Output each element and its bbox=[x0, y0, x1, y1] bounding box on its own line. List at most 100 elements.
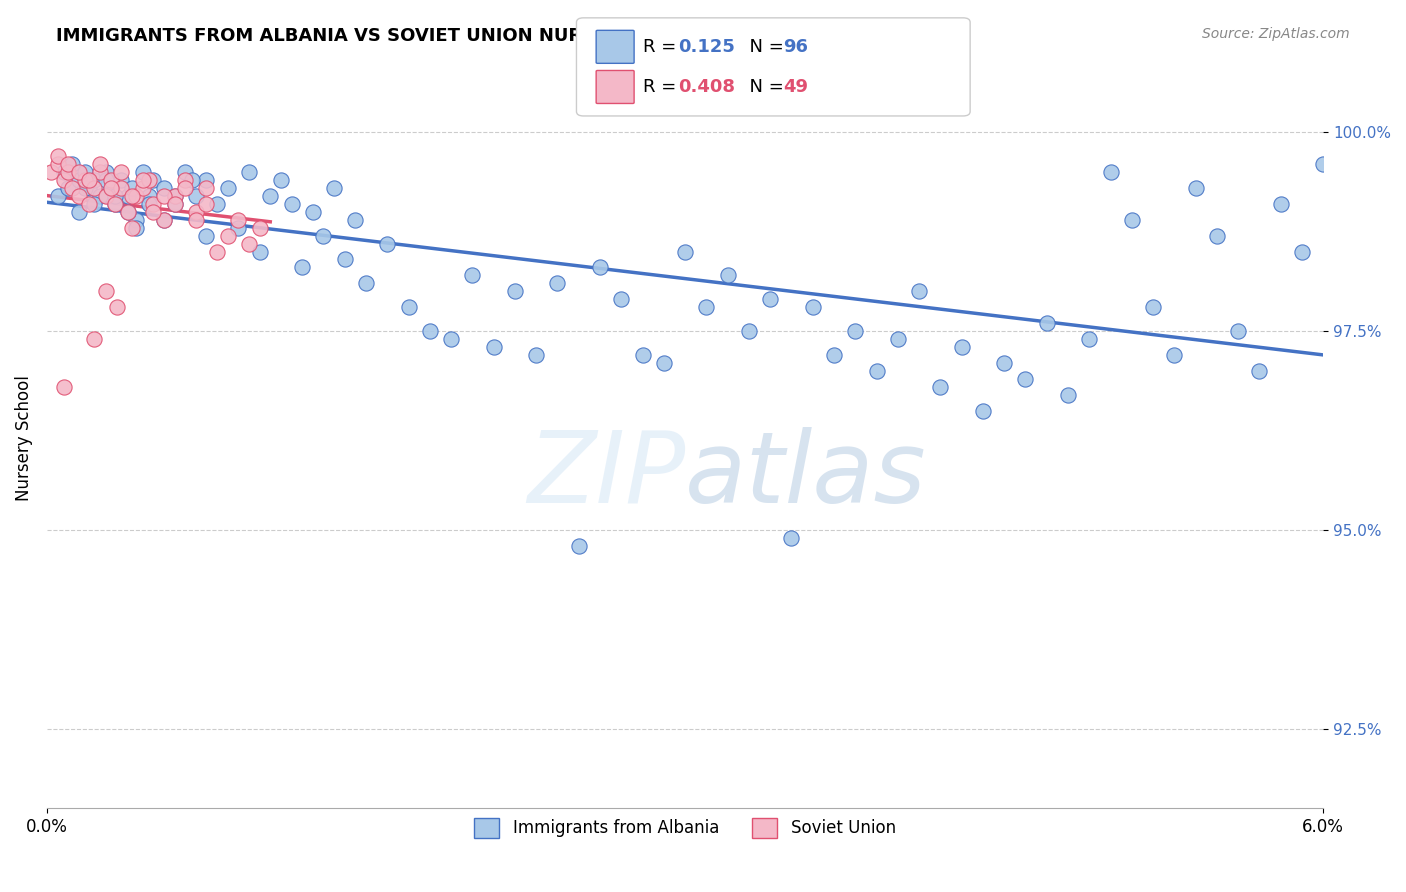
Point bbox=[280, 196, 302, 211]
Point bbox=[52, 165, 75, 179]
Point bbox=[1142, 300, 1164, 314]
Point bbox=[117, 204, 139, 219]
Point bbox=[1312, 157, 1334, 171]
Point bbox=[110, 165, 132, 179]
Point bbox=[195, 173, 218, 187]
Point bbox=[131, 181, 153, 195]
Point bbox=[89, 157, 111, 171]
Point bbox=[121, 181, 143, 195]
Point bbox=[184, 204, 207, 219]
Point bbox=[110, 173, 132, 187]
Point bbox=[950, 340, 973, 354]
Point bbox=[100, 181, 122, 195]
Point bbox=[142, 173, 165, 187]
Point bbox=[333, 252, 356, 267]
Y-axis label: Nursery School: Nursery School bbox=[15, 376, 32, 501]
Point bbox=[104, 189, 127, 203]
Point bbox=[844, 324, 866, 338]
Point bbox=[1099, 165, 1122, 179]
Point bbox=[972, 403, 994, 417]
Point bbox=[117, 204, 139, 219]
Point bbox=[908, 285, 931, 299]
Text: 0.125: 0.125 bbox=[678, 38, 734, 56]
Text: 0.408: 0.408 bbox=[678, 78, 735, 96]
Point bbox=[205, 196, 228, 211]
Point bbox=[270, 173, 292, 187]
Point bbox=[738, 324, 761, 338]
Point bbox=[163, 189, 186, 203]
Point bbox=[138, 189, 160, 203]
Point bbox=[589, 260, 612, 275]
Point bbox=[205, 244, 228, 259]
Point bbox=[238, 165, 260, 179]
Point bbox=[83, 332, 105, 346]
Point bbox=[121, 189, 143, 203]
Point bbox=[1035, 316, 1057, 330]
Point bbox=[184, 212, 207, 227]
Point bbox=[163, 189, 186, 203]
Point bbox=[887, 332, 910, 346]
Point bbox=[56, 157, 79, 171]
Point bbox=[46, 149, 69, 163]
Point bbox=[695, 300, 717, 314]
Point bbox=[56, 165, 79, 179]
Point bbox=[75, 173, 97, 187]
Point bbox=[1291, 244, 1313, 259]
Point bbox=[110, 181, 132, 195]
Point bbox=[1184, 181, 1206, 195]
Point bbox=[568, 539, 591, 553]
Point bbox=[195, 228, 218, 243]
Point bbox=[83, 196, 105, 211]
Point bbox=[673, 244, 696, 259]
Point bbox=[142, 204, 165, 219]
Point bbox=[419, 324, 441, 338]
Point bbox=[96, 173, 118, 187]
Point bbox=[131, 173, 153, 187]
Point bbox=[56, 181, 79, 195]
Point bbox=[929, 380, 952, 394]
Point bbox=[631, 348, 654, 362]
Point bbox=[125, 220, 148, 235]
Point bbox=[83, 173, 105, 187]
Point bbox=[652, 356, 675, 370]
Point bbox=[67, 165, 90, 179]
Point bbox=[249, 220, 271, 235]
Point bbox=[142, 196, 165, 211]
Point bbox=[67, 204, 90, 219]
Point bbox=[52, 173, 75, 187]
Point bbox=[993, 356, 1015, 370]
Point bbox=[121, 220, 143, 235]
Legend: Immigrants from Albania, Soviet Union: Immigrants from Albania, Soviet Union bbox=[468, 811, 903, 845]
Point bbox=[217, 228, 239, 243]
Point bbox=[780, 531, 803, 545]
Point bbox=[546, 277, 568, 291]
Point bbox=[354, 277, 377, 291]
Point bbox=[138, 196, 160, 211]
Text: R =: R = bbox=[643, 78, 682, 96]
Point bbox=[104, 196, 127, 211]
Text: Source: ZipAtlas.com: Source: ZipAtlas.com bbox=[1202, 27, 1350, 41]
Point bbox=[482, 340, 505, 354]
Point bbox=[1270, 196, 1292, 211]
Point bbox=[238, 236, 260, 251]
Point bbox=[83, 181, 105, 195]
Point bbox=[96, 165, 118, 179]
Point bbox=[1249, 364, 1271, 378]
Point bbox=[100, 181, 122, 195]
Point bbox=[67, 173, 90, 187]
Point bbox=[259, 189, 281, 203]
Point bbox=[75, 165, 97, 179]
Point bbox=[1163, 348, 1185, 362]
Point bbox=[39, 165, 62, 179]
Point bbox=[301, 204, 323, 219]
Point bbox=[96, 285, 118, 299]
Point bbox=[100, 173, 122, 187]
Point bbox=[184, 189, 207, 203]
Point bbox=[610, 292, 633, 306]
Point bbox=[117, 189, 139, 203]
Point bbox=[153, 212, 176, 227]
Point bbox=[344, 212, 367, 227]
Point bbox=[163, 196, 186, 211]
Point bbox=[1227, 324, 1250, 338]
Point bbox=[717, 268, 740, 283]
